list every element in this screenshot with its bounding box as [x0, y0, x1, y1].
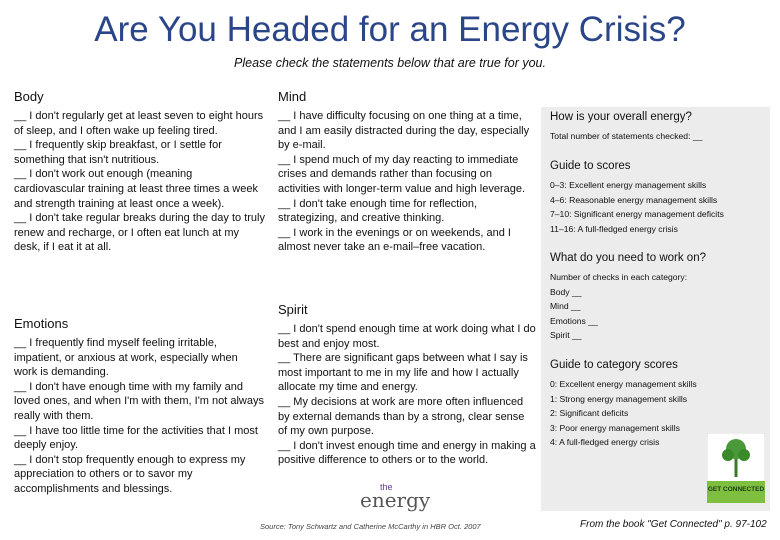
statement: __ I spend much of my day reacting to im… [278, 153, 526, 195]
panel-block: Guide to category scores 0: Excellent ene… [550, 359, 766, 450]
statement: __ I frequently skip breakfast, or I set… [14, 139, 222, 166]
statement: __ I have too little time for the activi… [14, 424, 258, 452]
logo: the energy [360, 482, 430, 516]
panel-block: How is your overall energy? Total number … [550, 111, 766, 144]
statement: __ I don't invest enough time and energy… [278, 439, 536, 467]
panel-line: 2: Significant deficits [550, 408, 629, 419]
title: Are You Headed for an Energy Crisis? [94, 10, 686, 49]
panel-line: Spirit __ [550, 330, 582, 341]
panel-line: 4: A full-fledged energy crisis [550, 437, 660, 448]
book-title: GET CONNECTED [708, 486, 765, 493]
subtitle: Please check the statements below that a… [234, 56, 546, 70]
statement: __ I don't spend enough time at work doi… [278, 323, 536, 350]
statement: __ I don't stop frequently enough to exp… [14, 453, 246, 495]
statement: __ There are significant gaps between wh… [278, 352, 528, 394]
statement: __ I don't regularly get at least seven … [14, 110, 264, 137]
section-heading: Body [14, 89, 44, 104]
statement: __ I don't take enough time for reflecti… [278, 197, 477, 225]
panel-line: Body __ [550, 286, 582, 297]
panel-block: What do you need to work on? Number of ch… [550, 252, 766, 343]
panel-heading: How is your overall energy? [550, 111, 692, 123]
panel-block: Guide to scores 0–3: Excellent energy man… [550, 160, 766, 236]
panel-heading: Guide to category scores [550, 359, 678, 371]
statement: __ I have difficulty focusing on one thi… [278, 110, 530, 152]
statement: __ I frequently find myself feeling irri… [14, 337, 238, 379]
panel-heading: Guide to scores [550, 160, 631, 172]
statement: __ I don't work out enough (meaning card… [14, 168, 258, 210]
panel-line: 1: Strong energy management skills [550, 393, 688, 404]
section-spirit: Spirit __ I don't spend enough time at wo… [278, 302, 536, 468]
score-panel: How is your overall energy? Total number … [541, 107, 770, 511]
section-heading: Spirit [278, 302, 308, 317]
book-reference: From the book "Get Connected" p. 97-102 [580, 519, 767, 530]
logo-small: the [380, 482, 393, 492]
logo-large: energy [360, 488, 431, 512]
panel-line: 0–3: Excellent energy management skills [550, 180, 707, 190]
section-heading: Emotions [14, 316, 69, 331]
source: Source: Tony Schwartz and Catherine McCa… [260, 522, 481, 531]
panel-line: 7–10: Significant energy management defi… [550, 209, 724, 220]
statement: __ I don't take regular breaks during th… [14, 212, 265, 254]
panel-line: 11–16: A full-fledged energy crisis [550, 223, 678, 234]
panel-line: 3: Poor energy management skills [550, 422, 680, 433]
panel-line: 4–6: Reasonable energy management skills [550, 194, 718, 205]
section-heading: Mind [278, 89, 307, 104]
panel-heading: What do you need to work on? [550, 252, 706, 264]
panel-line: Total number of statements checked: __ [550, 131, 703, 141]
panel-line: 0: Excellent energy management skills [550, 379, 697, 389]
book-cover: GET CONNECTED [707, 433, 765, 503]
panel-line: Mind __ [550, 301, 581, 312]
statement: __ I don't have enough time with my fami… [14, 380, 264, 422]
statement: __ I work in the evenings or on weekends… [278, 226, 511, 254]
panel-line: Number of checks in each category: [550, 272, 688, 282]
panel-line: Emotions __ [550, 315, 598, 326]
section-emotions: Emotions __ I frequently find myself feel… [14, 316, 264, 497]
section-body: Body __ I don't regularly get at least se… [14, 89, 266, 255]
section-mind: Mind __ I have difficulty focusing on one… [278, 89, 536, 255]
statement: __ My decisions at work are more often i… [278, 395, 525, 438]
